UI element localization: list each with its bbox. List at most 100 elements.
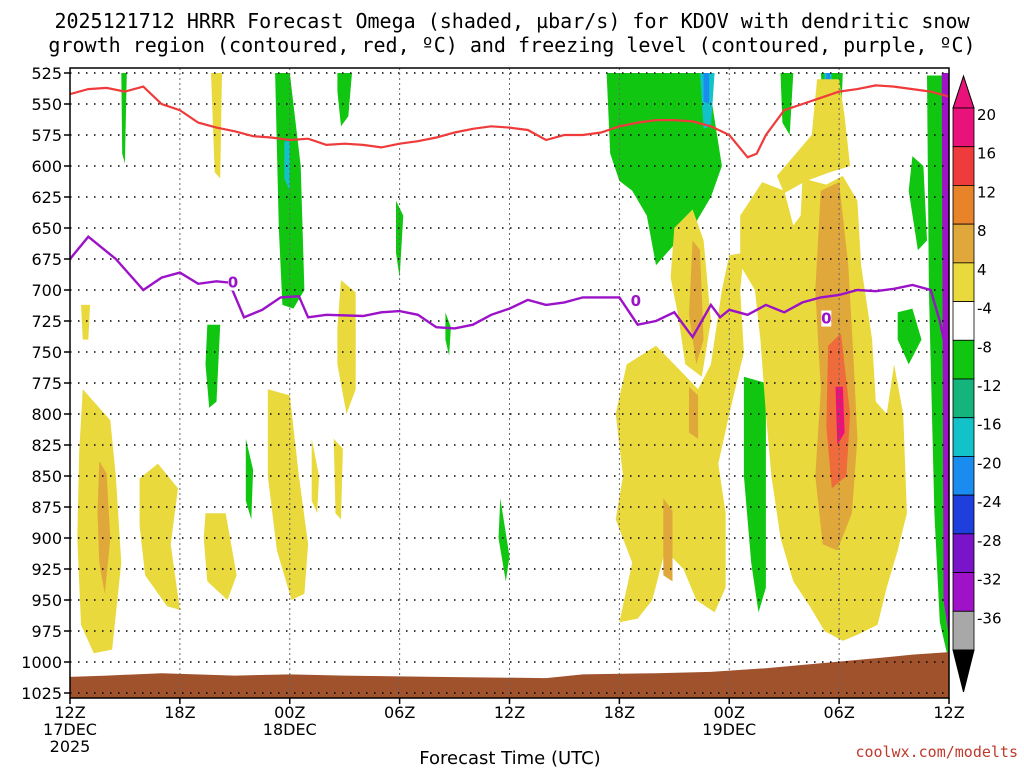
omega-yellow-region [203, 513, 237, 600]
contour-layer: 0 0 0 [70, 84, 949, 365]
y-tick-label: 850 [31, 467, 62, 486]
y-tick-label: 925 [31, 560, 62, 579]
y-tick-label: 625 [31, 188, 62, 207]
credit-text: coolwx.com/modelts [855, 743, 1018, 761]
colorbar-tick-label: 16 [977, 145, 996, 163]
x-axis-label: Forecast Time (UTC) [419, 748, 600, 768]
x-tick-label: 18Z [604, 703, 635, 722]
snow-growth-contour [70, 84, 949, 159]
omega-green-region [498, 498, 510, 582]
omega-yellow-region [211, 73, 222, 179]
omega-orange-region [663, 498, 673, 582]
freezing-level-label: 0 [631, 292, 641, 310]
omega-yellow-region [81, 304, 91, 340]
omega-yellow-region [267, 389, 309, 600]
y-tick-label: 900 [31, 529, 62, 548]
x-tick-label: 00Z [714, 703, 745, 722]
omega-green-region [337, 73, 352, 127]
colorbar-swatch [952, 339, 975, 380]
omega-green-region [121, 73, 127, 164]
omega-green-region [205, 324, 221, 408]
colorbar-tick-label: 20 [977, 106, 996, 124]
x-tick-date: 18DEC [263, 720, 317, 739]
y-tick-label: 575 [31, 126, 62, 145]
y-tick-label: 975 [31, 622, 62, 641]
x-tick-year: 2025 [50, 737, 91, 756]
omega-green-region [780, 73, 794, 135]
colorbar-tick-label: -8 [977, 338, 992, 356]
omega-yellow-region [337, 280, 356, 414]
omega-blue-region [703, 73, 710, 104]
y-tick-label: 650 [31, 219, 62, 238]
omega-orange-region [689, 386, 699, 439]
freezing-level-label: 0 [228, 274, 238, 292]
omega-yellow-region [311, 438, 319, 514]
terrain-fill [70, 652, 949, 698]
y-tick-label: 525 [31, 64, 62, 83]
y-tick-label: 775 [31, 374, 62, 393]
y-tick-label: 600 [31, 157, 62, 176]
x-tick-label: 06Z [823, 703, 854, 722]
omega-orange-region [689, 240, 704, 365]
colorbar-swatch [952, 456, 975, 496]
omega-green-region [743, 376, 766, 613]
colorbar-tick-label: 4 [977, 261, 987, 279]
omega-green-region [908, 156, 927, 251]
colorbar-tick-label: 8 [977, 222, 987, 240]
colorbar-tick-label: -20 [977, 454, 1002, 472]
omega-green-region [445, 312, 451, 356]
colorbar-swatch [952, 417, 975, 457]
y-tick-label: 875 [31, 498, 62, 517]
colorbar-tick-label: -12 [977, 377, 1002, 395]
freezing-level-label: 0 [821, 310, 831, 328]
omega-green-region [897, 308, 922, 365]
omega-yellow-region [615, 252, 744, 623]
colorbar-swatch [952, 301, 975, 341]
omega-green-region [245, 438, 254, 520]
colorbar: 20 16 12 8 4 -4 -8 -12 -16 -20 -24 -28 -32 -36 [952, 74, 1002, 693]
y-tick-label: 675 [31, 250, 62, 269]
omega-green-region [275, 73, 305, 309]
y-tick-label: 700 [31, 281, 62, 300]
grid-layer [70, 68, 949, 698]
colorbar-swatch [952, 533, 975, 573]
colorbar-swatch [952, 378, 975, 419]
colorbar-tick-label: -24 [977, 493, 1002, 511]
freezing-label-bg [227, 274, 238, 291]
colorbar-tick-label: -28 [977, 532, 1002, 550]
omega-yellow-region [139, 463, 180, 610]
colorbar-tick-label: -36 [977, 609, 1002, 627]
y-tick-label: 550 [31, 95, 62, 114]
colorbar-swatch [952, 185, 975, 225]
colorbar-tick-label: -16 [977, 416, 1002, 434]
omega-magenta-region [835, 386, 845, 445]
y-tick-label: 825 [31, 436, 62, 455]
omega-yellow-region [776, 79, 851, 194]
x-tick-label: 06Z [384, 703, 415, 722]
omega-shading-layer [77, 73, 949, 662]
x-tick-date: 19DEC [702, 720, 756, 739]
x-tick-label: 18Z [164, 703, 195, 722]
freezing-label-bg [821, 310, 832, 327]
chart-title-line-2: growth region (contoured, red, ºC) and f… [48, 33, 975, 57]
colorbar-bottom-arrow [952, 649, 975, 693]
x-tick-label: 12Z [54, 703, 85, 722]
omega-orange-region [97, 461, 111, 594]
y-tick-label: 1025 [21, 684, 62, 703]
colorbar-tick-label: 12 [977, 183, 996, 201]
colorbar-swatch [952, 223, 975, 264]
y-tick-label: 950 [31, 591, 62, 610]
x-tick-label: 12Z [494, 703, 525, 722]
x-tick-label: 12Z [933, 703, 964, 722]
colorbar-tick-label: -32 [977, 571, 1002, 589]
freezing-label-bg [630, 293, 641, 310]
x-tick-label: 00Z [274, 703, 305, 722]
y-axis: 525 550 575 600 625 650 675 700 725 750 775 800 825 8… [21, 64, 70, 703]
y-tick-label: 1000 [21, 653, 62, 672]
colorbar-swatch [952, 494, 975, 535]
chart-title-line-1: 2025121712 HRRR Forecast Omega (shaded, … [54, 9, 970, 33]
y-tick-label: 725 [31, 312, 62, 331]
y-tick-label: 750 [31, 343, 62, 362]
colorbar-swatch [952, 262, 975, 302]
